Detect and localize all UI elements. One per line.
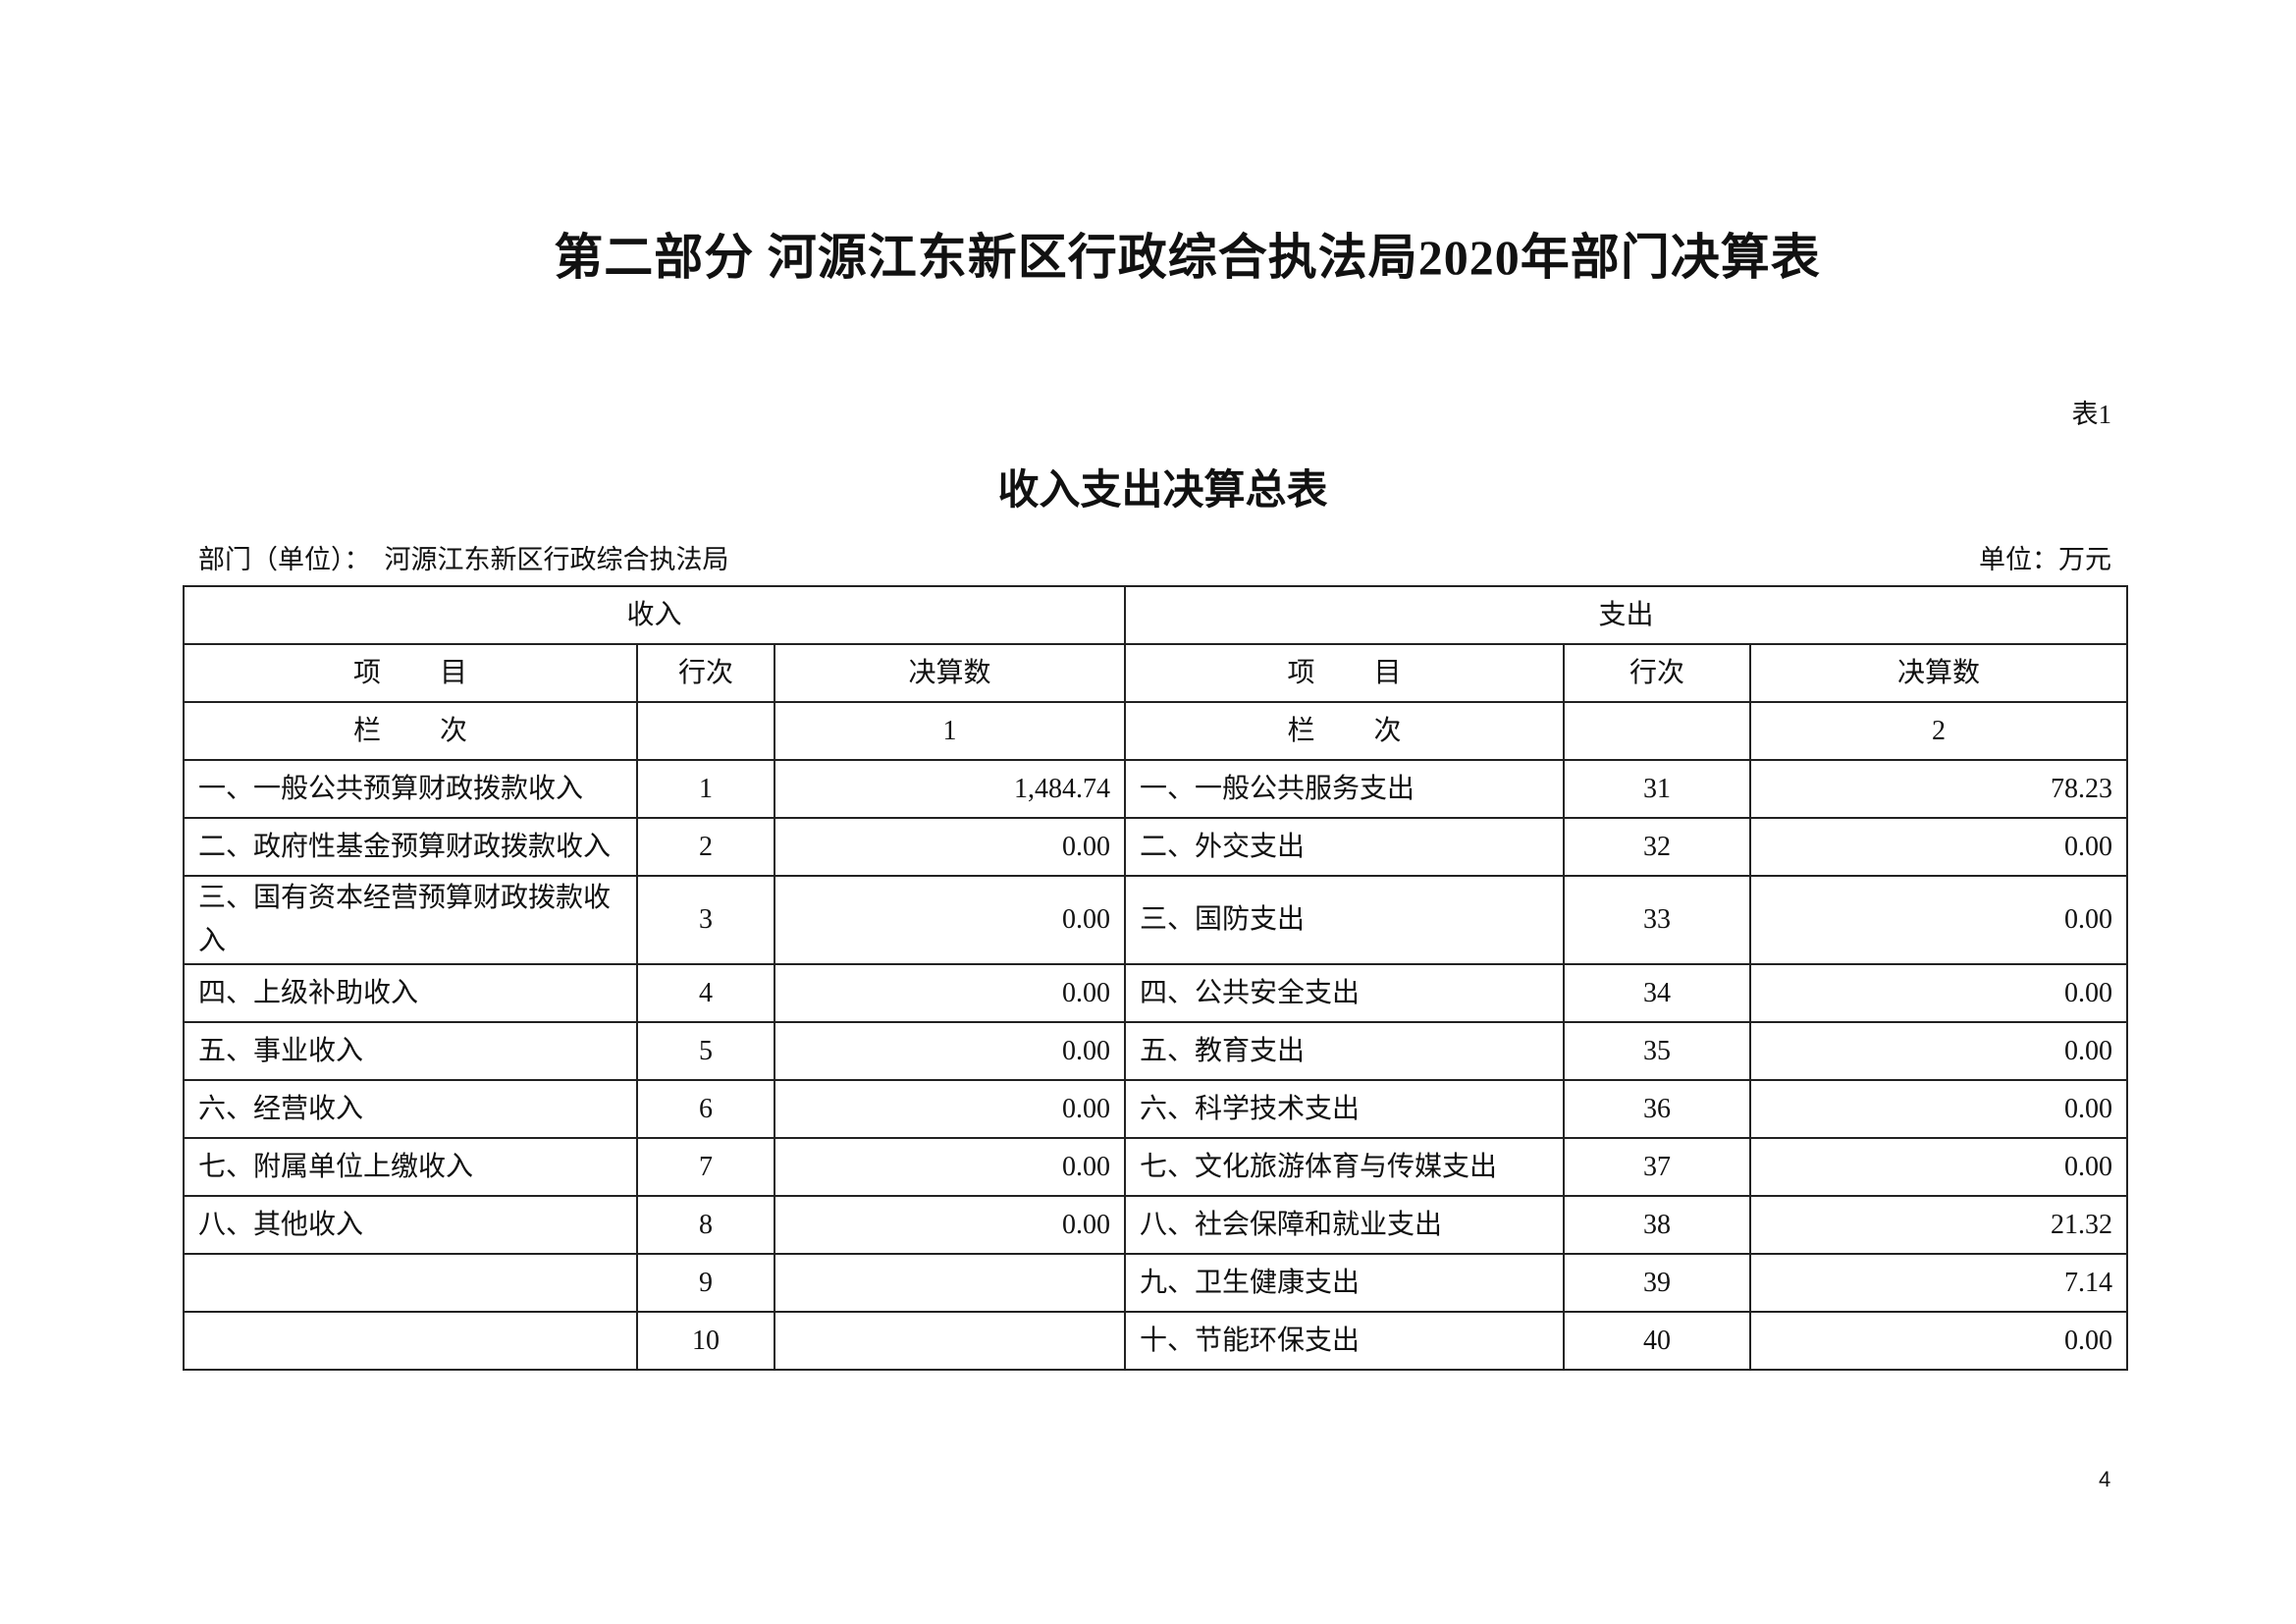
expense-row-no: 39 — [1563, 1253, 1751, 1313]
income-amount — [774, 1311, 1126, 1371]
expense-row-no: 33 — [1563, 875, 1751, 965]
income-row-no: 9 — [636, 1253, 775, 1313]
income-amount: 0.00 — [774, 1137, 1126, 1197]
expense-item: 一、一般公共服务支出 — [1124, 759, 1565, 819]
unit-label: 单位：万元 — [1979, 545, 2111, 574]
expense-row-no: 40 — [1563, 1311, 1751, 1371]
column-header-row: 项目 行次 决算数 项目 行次 决算数 — [183, 643, 2128, 703]
income-row-no: 8 — [636, 1195, 775, 1255]
income-row-no: 1 — [636, 759, 775, 819]
income-item: 七、附属单位上缴收入 — [183, 1137, 638, 1197]
expense-column-empty — [1563, 701, 1751, 761]
income-item: 六、经营收入 — [183, 1079, 638, 1139]
expense-amount: 0.00 — [1749, 963, 2128, 1023]
income-amount-header: 决算数 — [774, 643, 1126, 703]
table-number: 表1 — [2071, 400, 2112, 429]
expense-row-no: 32 — [1563, 817, 1751, 877]
table-row: 三、国有资本经营预算财政拨款收入 3 0.00 三、国防支出 33 0.00 — [183, 875, 2128, 965]
column-index-row: 栏次 1 栏次 2 — [183, 701, 2128, 761]
table-row: 10 十、节能环保支出 40 0.00 — [183, 1311, 2128, 1371]
table-row: 一、一般公共预算财政拨款收入 1 1,484.74 一、一般公共服务支出 31 78.23 — [183, 759, 2128, 819]
expense-row-no: 31 — [1563, 759, 1751, 819]
income-column-index: 1 — [774, 701, 1126, 761]
income-row-no: 4 — [636, 963, 775, 1023]
income-row-no: 5 — [636, 1021, 775, 1081]
income-column-label: 栏次 — [183, 701, 638, 761]
income-row-no: 3 — [636, 875, 775, 965]
income-amount: 0.00 — [774, 1195, 1126, 1255]
expense-row-no-header: 行次 — [1563, 643, 1751, 703]
expense-amount: 0.00 — [1749, 1311, 2128, 1371]
page-number: 4 — [2099, 1467, 2111, 1491]
table-row: 六、经营收入 6 0.00 六、科学技术支出 36 0.00 — [183, 1079, 2128, 1139]
expense-amount-header: 决算数 — [1749, 643, 2128, 703]
expense-item: 三、国防支出 — [1124, 875, 1565, 965]
expense-amount: 0.00 — [1749, 1021, 2128, 1081]
expense-item: 六、科学技术支出 — [1124, 1079, 1565, 1139]
department-name: 河源江东新区行政综合执法局 — [384, 545, 729, 574]
expense-amount: 0.00 — [1749, 817, 2128, 877]
table-row: 9 九、卫生健康支出 39 7.14 — [183, 1253, 2128, 1313]
table-row: 四、上级补助收入 4 0.00 四、公共安全支出 34 0.00 — [183, 963, 2128, 1023]
income-item — [183, 1311, 638, 1371]
expense-amount: 21.32 — [1749, 1195, 2128, 1255]
expense-amount: 78.23 — [1749, 759, 2128, 819]
income-row-no: 7 — [636, 1137, 775, 1197]
income-row-no: 10 — [636, 1311, 775, 1371]
expense-amount: 0.00 — [1749, 1137, 2128, 1197]
section-header-row: 收入 支出 — [183, 585, 2128, 645]
income-row-no-header: 行次 — [636, 643, 775, 703]
expense-row-no: 35 — [1563, 1021, 1751, 1081]
income-item: 八、其他收入 — [183, 1195, 638, 1255]
income-item — [183, 1253, 638, 1313]
income-amount: 0.00 — [774, 1021, 1126, 1081]
expense-amount: 0.00 — [1749, 1079, 2128, 1139]
table-row: 五、事业收入 5 0.00 五、教育支出 35 0.00 — [183, 1021, 2128, 1081]
income-item: 二、政府性基金预算财政拨款收入 — [183, 817, 638, 877]
income-amount — [774, 1253, 1126, 1313]
expense-amount: 0.00 — [1749, 875, 2128, 965]
table-row: 七、附属单位上缴收入 7 0.00 七、文化旅游体育与传媒支出 37 0.00 — [183, 1137, 2128, 1197]
expense-item: 九、卫生健康支出 — [1124, 1253, 1565, 1313]
expense-item: 八、社会保障和就业支出 — [1124, 1195, 1565, 1255]
expense-item: 四、公共安全支出 — [1124, 963, 1565, 1023]
income-amount: 0.00 — [774, 963, 1126, 1023]
expense-item: 五、教育支出 — [1124, 1021, 1565, 1081]
table-row: 八、其他收入 8 0.00 八、社会保障和就业支出 38 21.32 — [183, 1195, 2128, 1255]
table-row: 二、政府性基金预算财政拨款收入 2 0.00 二、外交支出 32 0.00 — [183, 817, 2128, 877]
income-item: 四、上级补助收入 — [183, 963, 638, 1023]
department-line: 部门（单位）： 河源江东新区行政综合执法局 — [198, 538, 743, 576]
income-item-header: 项目 — [183, 643, 638, 703]
expense-item: 十、节能环保支出 — [1124, 1311, 1565, 1371]
document-title: 第二部分 河源江东新区行政综合执法局2020年部门决算表 — [554, 230, 1821, 285]
income-header: 收入 — [183, 585, 1126, 645]
income-item: 五、事业收入 — [183, 1021, 638, 1081]
income-item: 三、国有资本经营预算财政拨款收入 — [183, 875, 638, 965]
income-amount: 0.00 — [774, 875, 1126, 965]
expense-row-no: 38 — [1563, 1195, 1751, 1255]
expense-row-no: 37 — [1563, 1137, 1751, 1197]
expense-row-no: 36 — [1563, 1079, 1751, 1139]
income-expense-table: 收入 支出 项目 行次 决算数 项目 行次 决算数 栏次 1 栏次 2 一、一般… — [183, 585, 2128, 1371]
income-amount: 1,484.74 — [774, 759, 1126, 819]
expense-column-label: 栏次 — [1124, 701, 1565, 761]
income-row-no: 6 — [636, 1079, 775, 1139]
income-amount: 0.00 — [774, 817, 1126, 877]
income-item: 一、一般公共预算财政拨款收入 — [183, 759, 638, 819]
expense-item: 二、外交支出 — [1124, 817, 1565, 877]
expense-item: 七、文化旅游体育与传媒支出 — [1124, 1137, 1565, 1197]
table-title: 收入支出决算总表 — [997, 468, 1328, 514]
income-row-no: 2 — [636, 817, 775, 877]
department-label: 部门（单位）： — [198, 545, 371, 574]
income-amount: 0.00 — [774, 1079, 1126, 1139]
expense-amount: 7.14 — [1749, 1253, 2128, 1313]
income-column-empty — [636, 701, 775, 761]
expense-column-index: 2 — [1749, 701, 2128, 761]
expense-row-no: 34 — [1563, 963, 1751, 1023]
expense-header: 支出 — [1124, 585, 2128, 645]
expense-item-header: 项目 — [1124, 643, 1565, 703]
